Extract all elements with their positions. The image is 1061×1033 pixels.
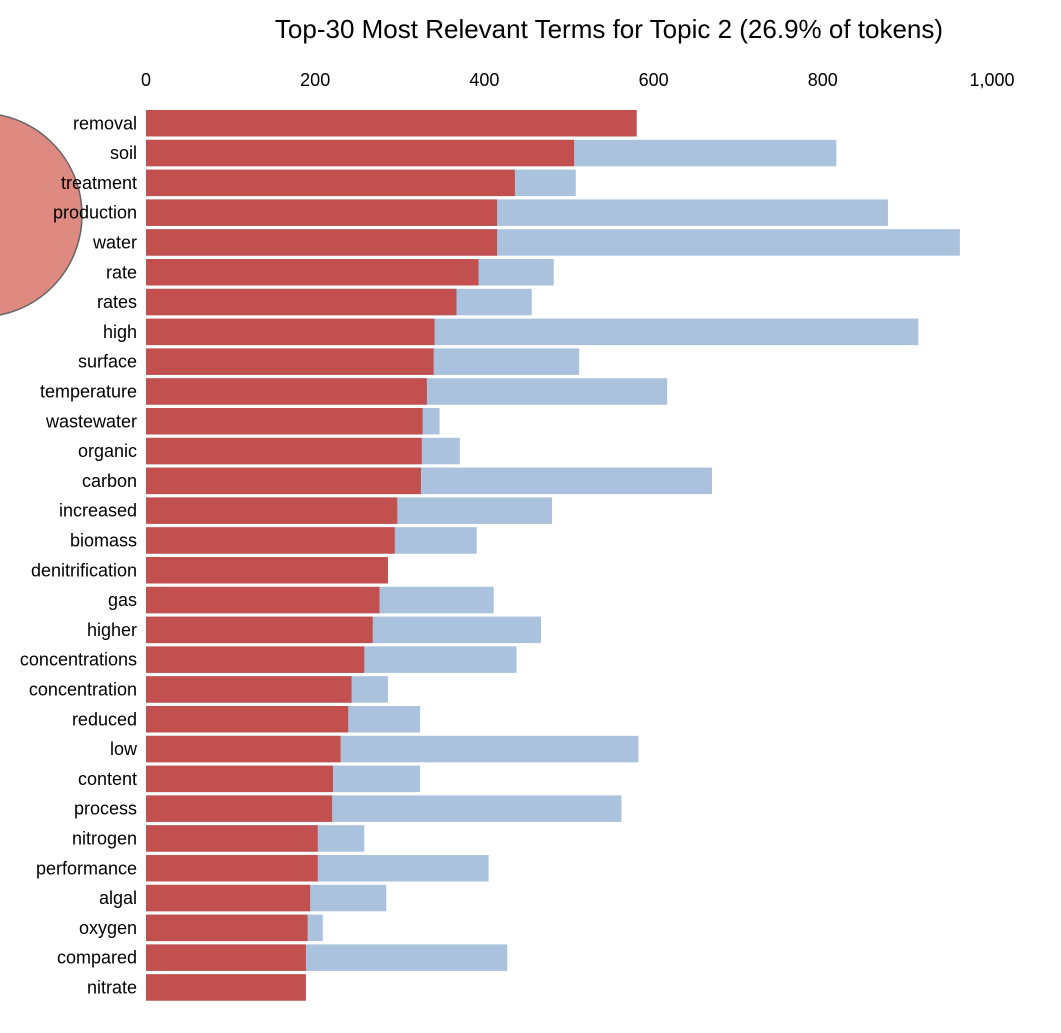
topic-frequency-bar[interactable] [146,586,380,614]
topic-frequency-bar[interactable] [146,110,637,137]
topic-frequency-bar[interactable] [146,557,388,584]
x-axis: 0 200 400 600 800 1,000 [141,70,1015,90]
term-label[interactable]: process [74,799,137,819]
topic-frequency-bar[interactable] [146,139,575,167]
term-label[interactable]: nitrogen [72,828,137,848]
topic-frequency-bar[interactable] [146,259,479,286]
term-label[interactable]: wastewater [45,411,137,431]
topic-frequency-bar[interactable] [146,914,308,942]
x-tick-label: 1,000 [969,70,1014,90]
topic-frequency-bar[interactable] [146,765,333,793]
topic-frequency-bar[interactable] [146,795,333,822]
term-label[interactable]: low [110,739,138,759]
term-label[interactable]: biomass [70,530,137,550]
topic-frequency-bar[interactable] [146,199,498,226]
x-tick-label: 200 [300,70,330,90]
topic-frequency-bar[interactable] [146,169,515,197]
term-label[interactable]: removal [73,113,137,133]
term-label[interactable]: soil [110,143,137,163]
term-label[interactable]: oxygen [79,918,137,938]
term-label[interactable]: performance [36,858,137,878]
term-label[interactable]: organic [78,441,137,461]
topic-frequency-bar[interactable] [146,646,365,673]
topic-frequency-bar[interactable] [146,706,349,733]
topic-frequency-bar[interactable] [146,408,423,435]
term-label[interactable]: concentration [29,679,137,699]
term-label[interactable]: treatment [61,173,137,193]
topic-frequency-bar[interactable] [146,378,427,405]
term-label[interactable]: carbon [82,471,137,491]
x-tick-label: 0 [141,70,151,90]
topic-frequency-bar[interactable] [146,288,457,316]
term-label[interactable]: temperature [40,381,137,401]
term-label[interactable]: high [103,322,137,342]
chart-title-text: Top-30 Most Relevant Terms for Topic 2 (… [275,14,943,44]
term-label[interactable]: concentrations [20,650,137,670]
term-label[interactable]: denitrification [31,560,137,580]
term-label[interactable]: rates [97,292,137,312]
topic-frequency-bar[interactable] [146,467,421,495]
term-label[interactable]: reduced [72,709,137,729]
topic-frequency-bar[interactable] [146,229,498,256]
term-label[interactable]: production [53,203,137,223]
topic-frequency-bar[interactable] [146,855,318,882]
term-label[interactable]: compared [57,948,137,968]
term-label[interactable]: nitrate [87,977,137,997]
term-labels: removal soil treatment production water rate r… [20,113,138,997]
term-label[interactable]: gas [108,590,137,610]
topic-frequency-bar[interactable] [146,884,311,912]
term-label[interactable]: higher [87,620,137,640]
term-label[interactable]: surface [78,352,137,372]
x-tick-label: 600 [639,70,669,90]
chart-title: Top-30 Most Relevant Terms for Topic 2 (… [275,14,943,44]
topic-frequency-bar[interactable] [146,318,435,346]
topic-frequency-bar[interactable] [146,974,306,1001]
topic-frequency-bar[interactable] [146,944,306,971]
topic-frequency-bar[interactable] [146,437,422,465]
topic-circle [0,114,83,316]
topic-frequency-bar[interactable] [146,825,318,852]
term-label[interactable]: content [78,769,137,789]
topic-frequency-bar[interactable] [146,735,341,763]
term-label[interactable]: algal [99,888,137,908]
topic-term-frequency-bars [146,110,637,1001]
term-label[interactable]: increased [59,501,137,521]
term-label[interactable]: water [92,232,137,252]
topic-frequency-bar[interactable] [146,348,434,375]
term-label[interactable]: rate [106,262,137,282]
topic-frequency-bar[interactable] [146,497,398,524]
topic-frequency-bar[interactable] [146,616,373,644]
topic-frequency-bar[interactable] [146,527,395,554]
x-tick-label: 800 [808,70,838,90]
topic-frequency-bar[interactable] [146,676,352,703]
x-tick-label: 400 [469,70,499,90]
